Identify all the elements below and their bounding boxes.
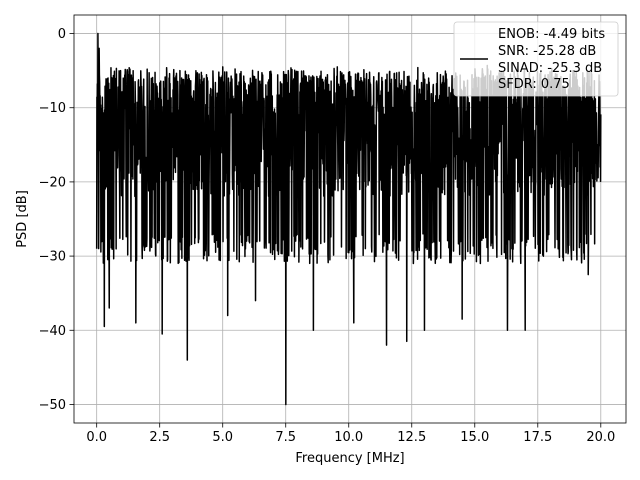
legend-box [453,21,619,97]
legend-entry-sfdr: SFDR: 0.75 [498,77,570,92]
legend-entry-sinad: SINAD: -25.3 dB [498,61,602,76]
x-tick-label: 20.0 [586,430,615,445]
y-axis-label: PSD [dB] [15,190,30,248]
x-axis-ticks: 0.0 2.5 5.0 7.5 10.0 12.5 15.0 17.5 20.0 [86,423,615,445]
y-tick-label: −30 [39,250,66,265]
y-tick-label: −20 [39,175,66,190]
y-tick-label: −10 [39,101,66,116]
x-tick-label: 15.0 [460,430,489,445]
x-axis-label: Frequency [MHz] [295,451,404,466]
x-tick-label: 12.5 [397,430,426,445]
y-tick-label: 0 [58,27,66,42]
x-tick-label: 7.5 [275,430,296,445]
x-tick-label: 10.0 [334,430,363,445]
x-tick-label: 17.5 [523,430,552,445]
psd-line [95,32,602,406]
x-tick-label: 0.0 [86,430,107,445]
legend-entry-enob: ENOB: -4.49 bits [498,27,605,42]
legend-entry-snr: SNR: -25.28 dB [498,44,596,59]
y-tick-label: −40 [39,324,66,339]
y-tick-label: −50 [39,398,66,413]
plot-frame [73,14,627,424]
x-tick-label: 5.0 [212,430,233,445]
legend: ENOB: -4.49 bits SNR: -25.28 dB SINAD: -… [453,21,619,97]
x-tick-label: 2.5 [149,430,170,445]
y-axis-ticks: 0 −10 −20 −30 −40 −50 [39,27,74,413]
